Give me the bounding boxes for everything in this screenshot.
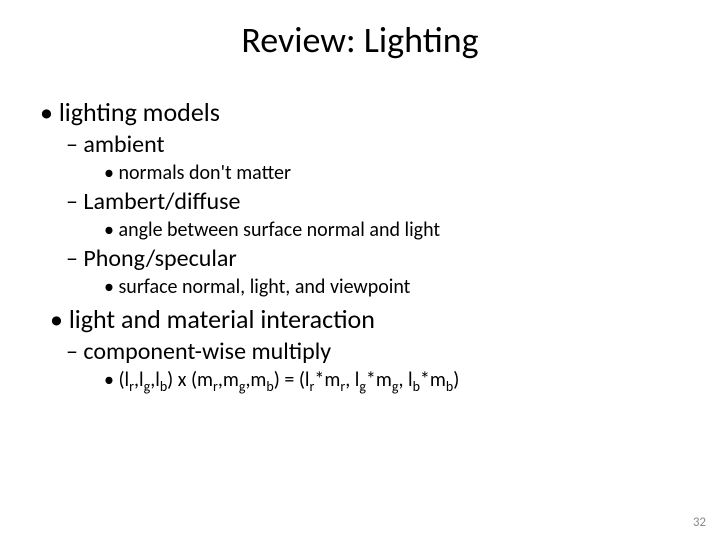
bullet-ambient-detail: normals don't matter (104, 161, 680, 185)
bullet-lambert: Lambert/diffuse (66, 187, 680, 216)
bullet-lighting-models: lighting models (40, 96, 680, 128)
bullet-phong: Phong/specular (66, 244, 680, 273)
bullet-formula: (lr,lg,lb) x (mr,mg,mb) = (lr*mr, lg*mg,… (104, 368, 680, 392)
bullet-component-multiply: component-wise multiply (66, 337, 680, 366)
slide-title: Review: Lighting (40, 18, 680, 62)
slide: Review: Lighting lighting models ambient… (0, 0, 720, 540)
formula-text: (lr,lg,lb) x (mr,mg,mb) = (lr*mr, lg*mg,… (118, 368, 459, 392)
bullet-phong-detail: surface normal, light, and viewpoint (104, 275, 680, 299)
page-number: 32 (693, 515, 706, 530)
bullet-ambient: ambient (66, 130, 680, 159)
bullet-lambert-detail: angle between surface normal and light (104, 218, 680, 242)
bullet-light-material: light and material interaction (50, 303, 680, 335)
